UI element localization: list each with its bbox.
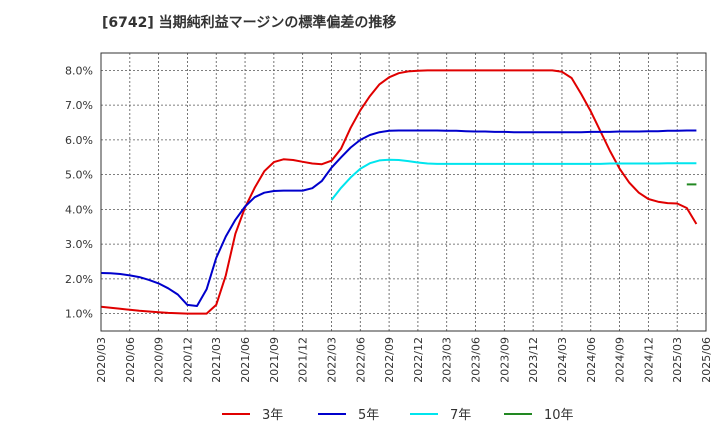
- x-tick-label: 2025/03: [671, 337, 684, 383]
- legend-label-2: 7年: [450, 408, 471, 423]
- series-line-0: [100, 69, 698, 315]
- x-tick-label: 2022/12: [412, 337, 425, 383]
- x-tick-label: 2022/03: [325, 337, 338, 383]
- y-tick-label: 7.0%: [65, 99, 93, 112]
- x-tick-label: 2021/06: [239, 337, 252, 383]
- chart-title: [6742] 当期純利益マージンの標準偏差の推移: [102, 15, 397, 31]
- x-tick-label: 2020/06: [124, 337, 137, 383]
- x-tick-label: 2022/09: [383, 337, 396, 383]
- x-tick-label: 2021/12: [297, 337, 310, 383]
- x-tick-label: 2024/03: [556, 337, 569, 383]
- series-line-2: [330, 158, 697, 201]
- y-tick-label: 4.0%: [65, 203, 93, 216]
- y-tick-label: 5.0%: [65, 169, 93, 182]
- x-tick-label: 2025/06: [700, 337, 713, 383]
- x-tick-label: 2024/12: [642, 337, 655, 383]
- plot-area: [101, 53, 706, 331]
- x-tick-label: 2024/09: [614, 337, 627, 383]
- y-tick-label: 6.0%: [65, 134, 93, 147]
- x-tick-label: 2020/09: [153, 337, 166, 383]
- series-layer: [100, 69, 698, 315]
- x-tick-label: 2023/09: [498, 337, 511, 383]
- x-tick-label: 2021/09: [268, 337, 281, 383]
- x-tick-label: 2022/06: [354, 337, 367, 383]
- y-tick-label: 8.0%: [65, 64, 93, 77]
- x-tick-label: 2020/12: [181, 337, 194, 383]
- x-tick-label: 2023/03: [441, 337, 454, 383]
- x-tick-label: 2024/06: [585, 337, 598, 383]
- y-tick-label: 1.0%: [65, 308, 93, 321]
- x-tick-label: 2023/06: [470, 337, 483, 383]
- axes: 2020/03 2020/06 2020/09 2020/12 2021/03 2021/…: [65, 52, 713, 383]
- legend-label-1: 5年: [358, 408, 379, 423]
- y-tick-label: 3.0%: [65, 238, 93, 251]
- series-line-1: [100, 129, 697, 307]
- plot-background: [101, 53, 706, 331]
- legend: 3年 5年 7年 10年: [222, 408, 574, 423]
- legend-label-3: 10年: [544, 408, 574, 423]
- x-tick-label: 2020/03: [95, 337, 108, 383]
- x-tick-label: 2021/03: [210, 337, 223, 383]
- plot-frame: [100, 52, 707, 332]
- x-tick-label: 2023/12: [527, 337, 540, 383]
- legend-label-0: 3年: [262, 408, 283, 423]
- y-tick-label: 2.0%: [65, 273, 93, 286]
